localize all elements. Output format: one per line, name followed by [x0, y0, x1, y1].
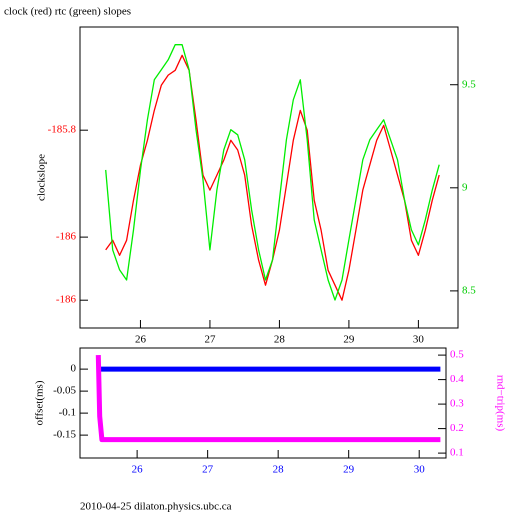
x-tick-label: 30	[414, 464, 426, 476]
y2-tick-label: 9.5	[462, 78, 476, 90]
y-tick-label: -0.05	[53, 385, 76, 397]
y2-tick-label: 0.4	[450, 373, 464, 385]
x-tick-label: 26	[132, 464, 144, 476]
y2-tick-label: 0.5	[450, 349, 464, 361]
y2-tick-label: 0.3	[450, 398, 464, 410]
plot-frame	[79, 347, 447, 459]
y2-axis-label: rnd−trip(ms)	[494, 375, 506, 432]
y-tick-label: -186	[56, 231, 77, 243]
series-line	[105, 54, 440, 301]
y-tick-label: -0.15	[53, 429, 76, 441]
x-tick-label: 28	[273, 464, 285, 476]
x-tick-label: 29	[343, 334, 355, 346]
y-tick-label: -186	[56, 294, 77, 306]
y2-tick-label: 8.5	[462, 284, 476, 296]
plot-frame	[79, 26, 459, 329]
x-tick-label: 28	[274, 334, 286, 346]
chart-title: clock (red) rtc (green) slopes	[4, 6, 131, 18]
x-tick-label: 26	[135, 334, 147, 346]
y-axis-label: offset(ms)	[34, 380, 46, 425]
series-line	[105, 44, 440, 301]
y2-tick-label: 0.1	[450, 447, 464, 459]
x-tick-label: 27	[202, 464, 214, 476]
x-tick-label: 29	[343, 464, 355, 476]
y-axis-label: clockslope	[36, 154, 48, 201]
x-tick-label: 27	[204, 334, 216, 346]
x-tick-label: 30	[413, 334, 425, 346]
y2-tick-label: 0.2	[450, 422, 464, 434]
y-tick-label: -185.8	[48, 124, 77, 136]
series-line	[95, 355, 441, 443]
y-tick-label: 0	[71, 363, 77, 375]
y2-tick-label: 9	[462, 181, 468, 193]
footer: 2010-04-25 dilaton.physics.ubc.ca	[80, 501, 232, 512]
y-tick-label: -0.1	[59, 407, 76, 419]
